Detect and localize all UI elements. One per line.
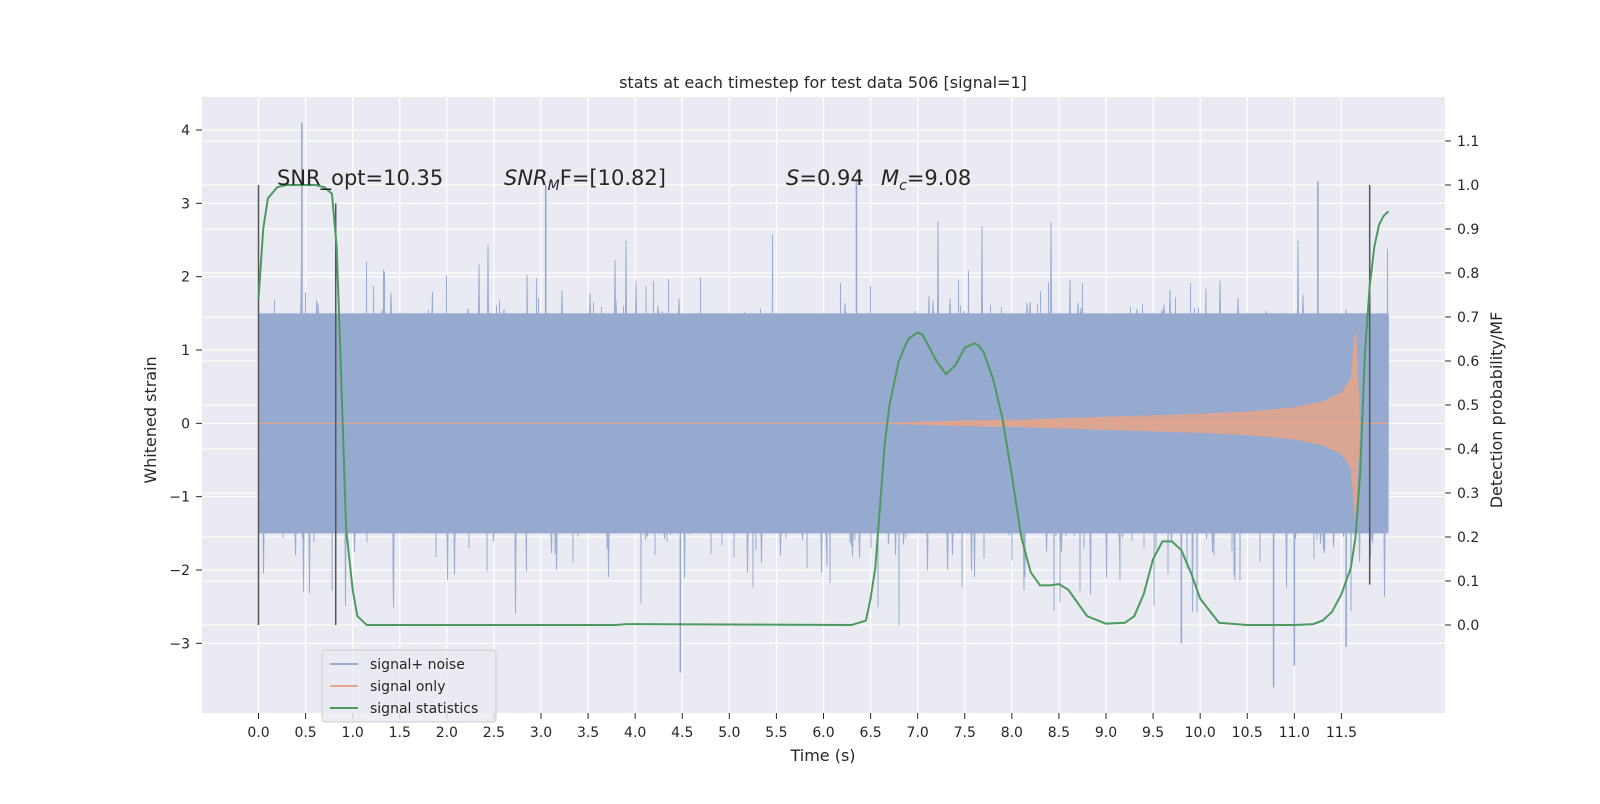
x-axis-label: Time (s)	[789, 746, 855, 765]
annotation-snr-mf: SNRMF=[10.82]	[504, 166, 666, 194]
chart-title: stats at each timestep for test data 506…	[619, 73, 1027, 92]
x-tick-label-7: 3.5	[577, 725, 599, 741]
x-tick-label-12: 6.0	[812, 725, 834, 741]
y-tick-label-5: 2	[181, 270, 190, 286]
annotation-snr-mf-value: F=[10.82]	[560, 166, 666, 190]
series-signal-statistics	[257, 184, 1390, 627]
x-tick-label-16: 8.0	[1001, 725, 1023, 741]
annotation-snr-opt: SNR_opt=10.35	[277, 166, 443, 191]
x-tick-label-23: 11.5	[1326, 725, 1357, 741]
annotation-mc-sub: c	[899, 178, 907, 194]
y-right-tick-label-4: 0.4	[1457, 442, 1479, 458]
x-tick-label-9: 4.5	[671, 725, 693, 741]
x-tick-label-3: 1.5	[389, 725, 411, 741]
x-tick-label-10: 5.0	[718, 725, 740, 741]
y-right-tick-label-1: 0.1	[1457, 574, 1479, 590]
x-tick-label-13: 6.5	[859, 725, 881, 741]
annotation-s-value: =0.94	[799, 166, 863, 190]
x-tick-label-20: 10.0	[1185, 725, 1216, 741]
annotation-s-label: S	[786, 166, 799, 190]
signal-statistics-line	[257, 184, 1390, 627]
y-tick-label-2: −1	[169, 490, 190, 506]
x-tick-label-11: 5.5	[765, 725, 787, 741]
legend-label-signal-only: signal only	[370, 679, 445, 695]
x-tick-label-22: 11.0	[1279, 725, 1310, 741]
x-tick-label-6: 3.0	[530, 725, 552, 741]
x-tick-label-4: 2.0	[436, 725, 458, 741]
x-tick-label-5: 2.5	[483, 725, 505, 741]
annotation-snr-mf-base: SNR	[504, 166, 548, 190]
y-tick-label-4: 1	[181, 343, 190, 359]
y-right-tick-label-11: 1.1	[1457, 134, 1479, 150]
annotation-mc-label: M	[881, 166, 899, 190]
x-tick-label-18: 9.0	[1095, 725, 1117, 741]
legend-label-signal-statistics: signal statistics	[370, 701, 478, 717]
series-signal-only	[258, 329, 1389, 518]
legend: signal+ noise signal only signal statist…	[321, 649, 497, 723]
y-axis-label: Whitened strain	[141, 356, 160, 483]
x-tick-label-0: 0.0	[247, 725, 269, 741]
legend-box	[321, 649, 497, 723]
y-right-tick-label-3: 0.3	[1457, 486, 1479, 502]
y-tick-label-0: −3	[169, 636, 190, 652]
x-tick-label-17: 8.5	[1048, 725, 1070, 741]
annotation-s: S=0.94	[786, 166, 864, 190]
x-tick-label-21: 10.5	[1232, 725, 1263, 741]
y-right-tick-label-5: 0.5	[1457, 398, 1479, 414]
y-tick-label-6: 3	[181, 196, 190, 212]
y-right-tick-label-9: 0.9	[1457, 222, 1479, 238]
axes: 0.0 0.5 1.0 1.5 2.0 2.5 3.0 3.5 4.0 4.5 5.0 5.5 6.0 6…	[169, 123, 1479, 741]
legend-label-signal-noise: signal+ noise	[370, 657, 465, 673]
y-right-tick-label-2: 0.2	[1457, 530, 1479, 546]
y-right-tick-label-7: 0.7	[1457, 310, 1479, 326]
y-right-tick-label-0: 0.0	[1457, 618, 1479, 634]
y-right-tick-label-10: 1.0	[1457, 178, 1479, 194]
x-tick-label-2: 1.0	[342, 725, 364, 741]
x-tick-label-1: 0.5	[294, 725, 316, 741]
annotation-mc-value: =9.08	[907, 166, 971, 190]
annotation-mc: Mc=9.08	[881, 166, 971, 194]
annotation-snr-mf-sub: M	[548, 178, 560, 194]
x-tick-label-8: 4.0	[624, 725, 646, 741]
x-tick-label-15: 7.5	[954, 725, 976, 741]
x-tick-label-14: 7.0	[907, 725, 929, 741]
y-tick-label-3: 0	[181, 416, 190, 432]
y-tick-label-7: 4	[181, 123, 190, 139]
y-axis-right-label: Detection probability/MF	[1487, 312, 1506, 509]
x-tick-label-19: 9.5	[1142, 725, 1164, 741]
y-right-tick-label-6: 0.6	[1457, 354, 1479, 370]
vertical-markers	[257, 185, 1371, 625]
y-right-tick-label-8: 0.8	[1457, 266, 1479, 282]
y-tick-label-1: −2	[169, 563, 190, 579]
